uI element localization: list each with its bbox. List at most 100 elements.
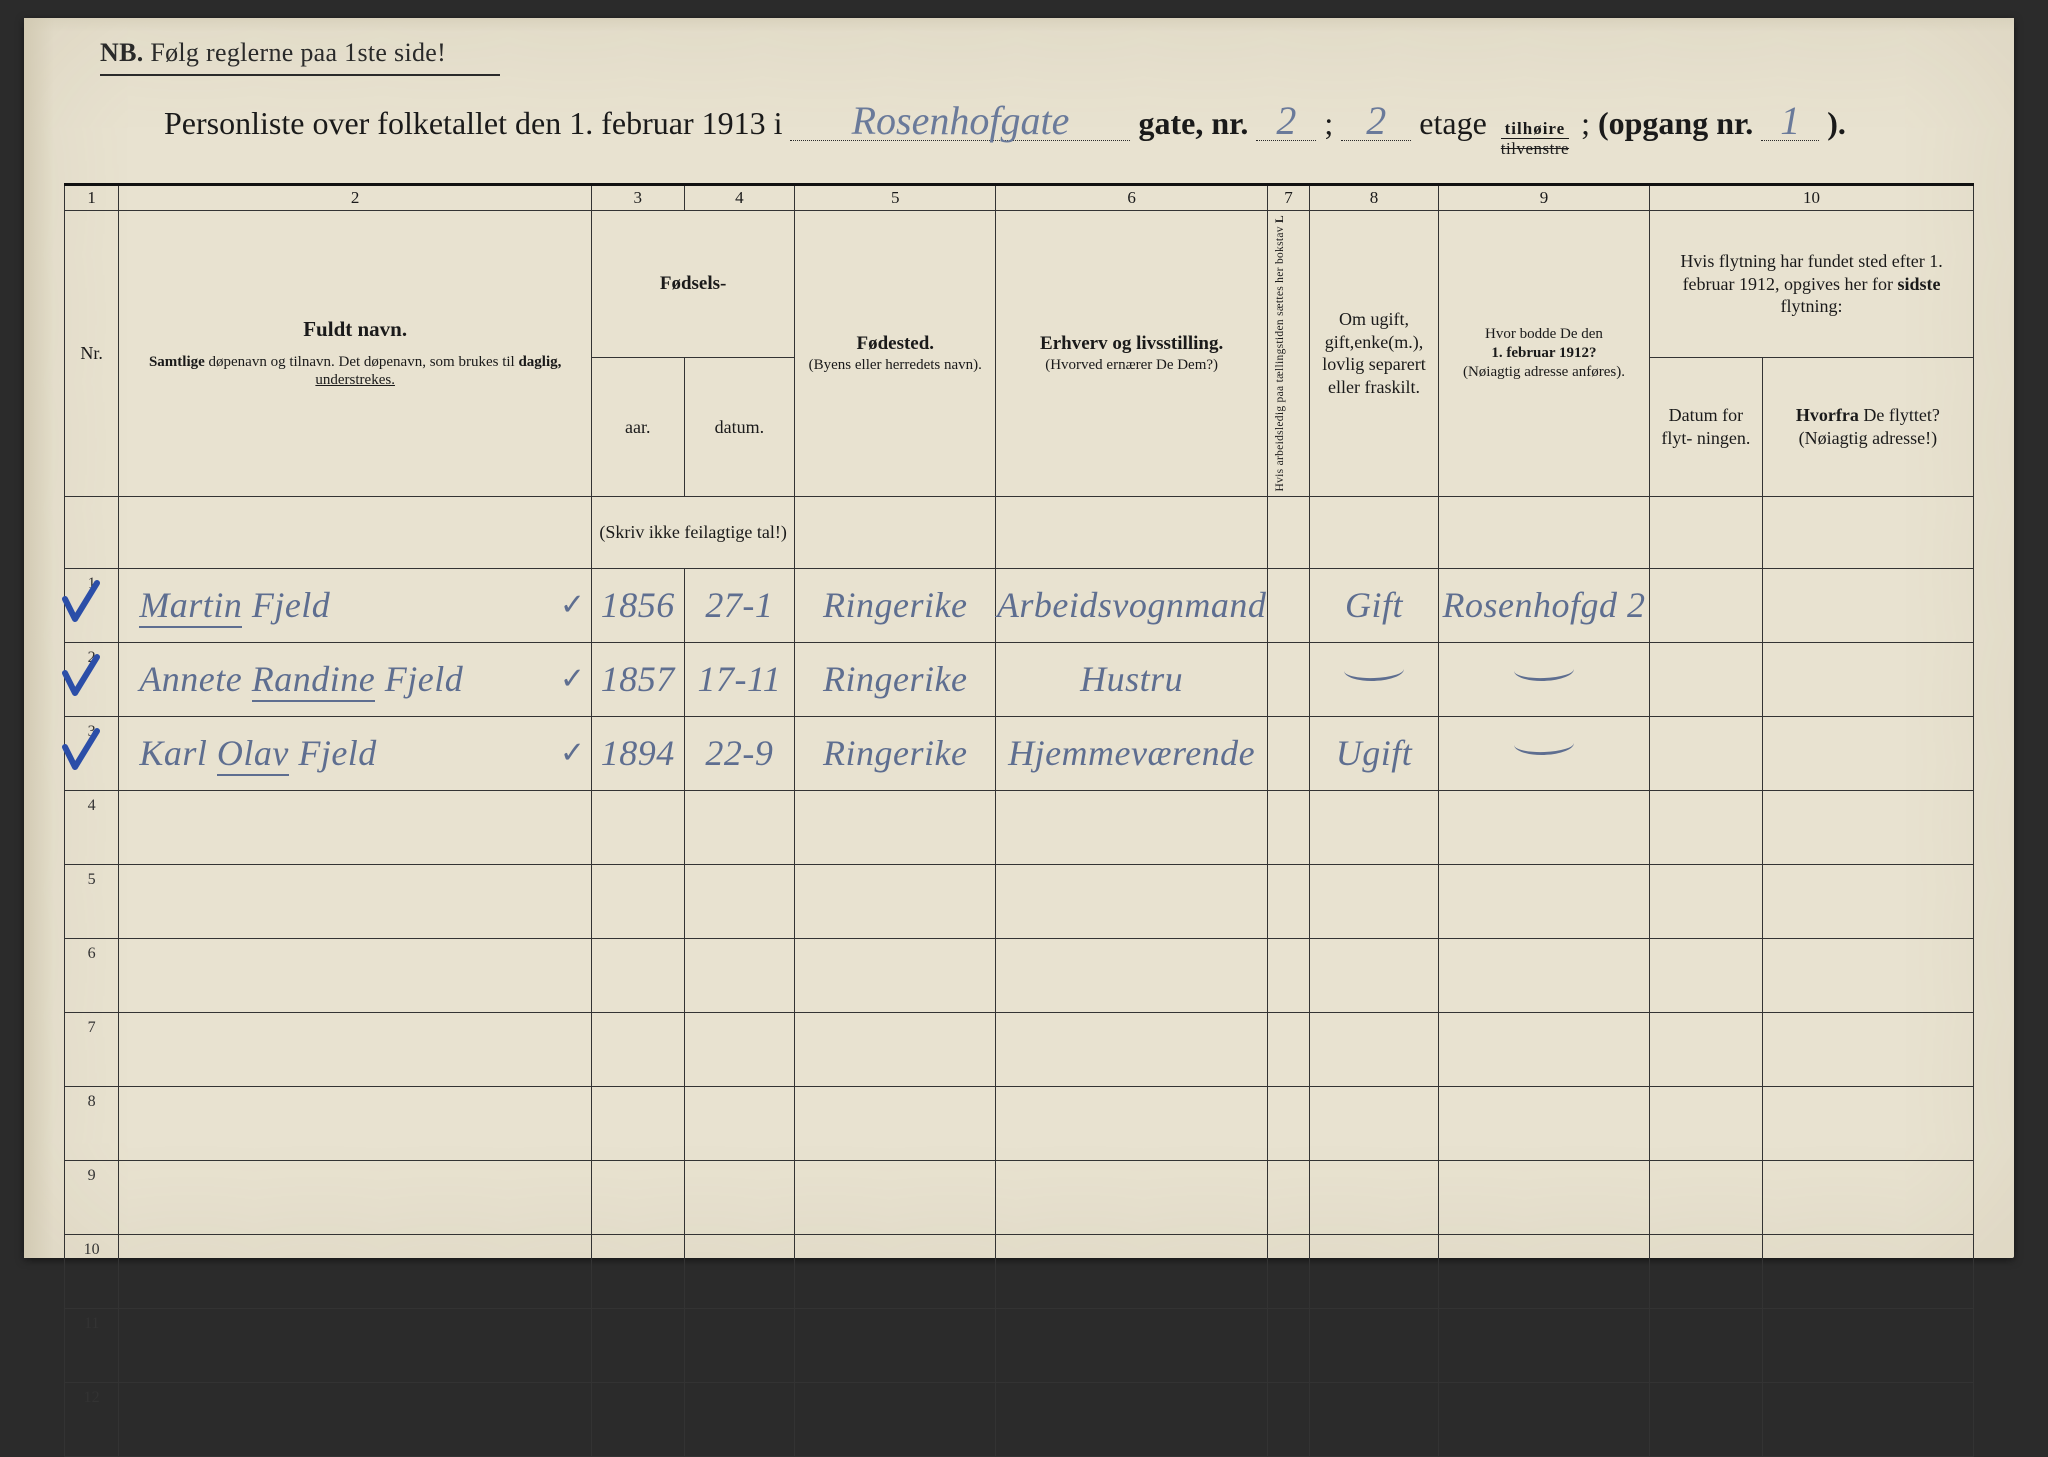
h-marital: Om ugift, gift,enke(m.), lovlig separert… — [1310, 211, 1439, 497]
cell-occupation: Hjemmeværende — [996, 716, 1268, 790]
h-blank-10a — [1650, 496, 1763, 568]
cell-occupation — [996, 864, 1268, 938]
cell-year: 1856 — [592, 568, 685, 642]
cell-year — [592, 1160, 685, 1234]
table-row: 3 Karl Olav Fjeld✓ 1894 22-9 Ringerike H… — [65, 716, 1974, 790]
cell-unemployed — [1267, 1086, 1309, 1160]
cell-move-date — [1650, 938, 1763, 1012]
column-number-row: 1 2 3 4 5 6 7 8 9 10 — [65, 185, 1974, 211]
cell-occupation — [996, 1234, 1268, 1308]
cell-year — [592, 1308, 685, 1382]
h-birthplace-sub: (Byens eller herredets navn). — [801, 356, 989, 375]
h-year: aar. — [592, 358, 685, 496]
coln-6: 6 — [996, 185, 1268, 211]
cell-marital — [1310, 790, 1439, 864]
cell-name — [119, 938, 592, 1012]
cell-year: 1894 — [592, 716, 685, 790]
table-row: 12 — [65, 1382, 1974, 1456]
cell-unemployed — [1267, 642, 1309, 716]
cell-occupation — [996, 1382, 1268, 1456]
cell-unemployed — [1267, 716, 1309, 790]
h-birth-group: Fødsels- — [592, 211, 795, 358]
cell-move-date — [1650, 1160, 1763, 1234]
table-row: 1 Martin Fjeld✓ 1856 27-1 Ringerike Arbe… — [65, 568, 1974, 642]
cell-year — [592, 790, 685, 864]
cell-move-date — [1650, 568, 1763, 642]
nb-underline — [100, 74, 500, 76]
h-move-b: sidste — [1898, 274, 1941, 294]
cell-occupation — [996, 938, 1268, 1012]
cell-move-date — [1650, 1234, 1763, 1308]
cell-nr: 4 — [65, 790, 119, 864]
cell-birthplace — [795, 1086, 996, 1160]
title-street-nr: 2 — [1256, 102, 1316, 141]
check-mark-icon — [59, 579, 103, 629]
table-row: 6 — [65, 938, 1974, 1012]
cell-birthplace — [795, 1382, 996, 1456]
cell-date — [684, 864, 795, 938]
cell-occupation — [996, 1160, 1268, 1234]
cell-date — [684, 938, 795, 1012]
h-prev-2: 1. februar 1912? — [1445, 344, 1643, 363]
h-unemployed-text: Hvis arbeidsledig paa tællingstiden sætt… — [1274, 215, 1287, 492]
cell-unemployed — [1267, 864, 1309, 938]
cell-date: 27-1 — [684, 568, 795, 642]
paper-shade-left — [24, 18, 54, 1258]
h-name-sub2: døpenavn og tilnavn. Det døpenavn, som b… — [205, 354, 519, 370]
coln-7: 7 — [1267, 185, 1309, 211]
page-inner: NB. Følg reglerne paa 1ste side! Personl… — [64, 38, 1974, 1238]
nb-prefix: NB. — [100, 38, 144, 67]
cell-marital — [1310, 1086, 1439, 1160]
title-line: Personliste over folketallet den 1. febr… — [64, 102, 1974, 157]
cell-marital: Gift — [1310, 568, 1439, 642]
coln-4: 4 — [684, 185, 795, 211]
cell-name — [119, 1234, 592, 1308]
cell-prev-address — [1438, 864, 1649, 938]
h-move: Hvis flytning har fundet sted efter 1. f… — [1650, 211, 1974, 358]
cell-occupation — [996, 790, 1268, 864]
h-unemployed: Hvis arbeidsledig paa tællingstiden sætt… — [1267, 211, 1309, 497]
cell-occupation: Hustru — [996, 642, 1268, 716]
cell-date — [684, 1308, 795, 1382]
cell-birthplace — [795, 1012, 996, 1086]
cell-occupation — [996, 1086, 1268, 1160]
nb-text: Følg reglerne paa 1ste side! — [150, 38, 446, 67]
cell-date — [684, 1234, 795, 1308]
cell-name — [119, 1086, 592, 1160]
nb-line: NB. Følg reglerne paa 1ste side! — [64, 38, 1974, 68]
cell-unemployed — [1267, 1382, 1309, 1456]
cell-nr: 3 — [65, 716, 119, 790]
h-year-label: aar. — [598, 416, 678, 439]
cell-birthplace — [795, 1234, 996, 1308]
table-row: 10 — [65, 1234, 1974, 1308]
h-name-sub3: daglig, — [518, 354, 561, 370]
coln-9: 9 — [1438, 185, 1649, 211]
h-date: datum. — [684, 358, 795, 496]
cell-date — [684, 1012, 795, 1086]
h-birthplace-label: Fødested. — [801, 332, 989, 356]
cell-date — [684, 1160, 795, 1234]
cell-nr: 5 — [65, 864, 119, 938]
cell-unemployed — [1267, 1308, 1309, 1382]
cell-marital — [1310, 1382, 1439, 1456]
cell-birthplace: Ringerike — [795, 716, 996, 790]
cell-name — [119, 864, 592, 938]
cell-name: Annete Randine Fjeld✓ — [119, 642, 592, 716]
h-date-label: datum. — [691, 416, 789, 439]
cell-marital — [1310, 1234, 1439, 1308]
table-row: 5 — [65, 864, 1974, 938]
cell-year — [592, 938, 685, 1012]
cell-marital — [1310, 1160, 1439, 1234]
cell-move-date — [1650, 864, 1763, 938]
cell-marital: Ugift — [1310, 716, 1439, 790]
h-name-strong: Fuldt navn. — [125, 316, 585, 342]
cell-birthplace — [795, 1308, 996, 1382]
cell-prev-address — [1438, 1160, 1649, 1234]
cell-occupation: Arbeidsvognmand — [996, 568, 1268, 642]
cell-move-from — [1762, 1086, 1973, 1160]
cell-unemployed — [1267, 1012, 1309, 1086]
cell-move-from — [1762, 716, 1973, 790]
cell-move-from — [1762, 864, 1973, 938]
cell-name — [119, 1012, 592, 1086]
h-name: Fuldt navn. Samtlige døpenavn og tilnavn… — [119, 211, 592, 497]
